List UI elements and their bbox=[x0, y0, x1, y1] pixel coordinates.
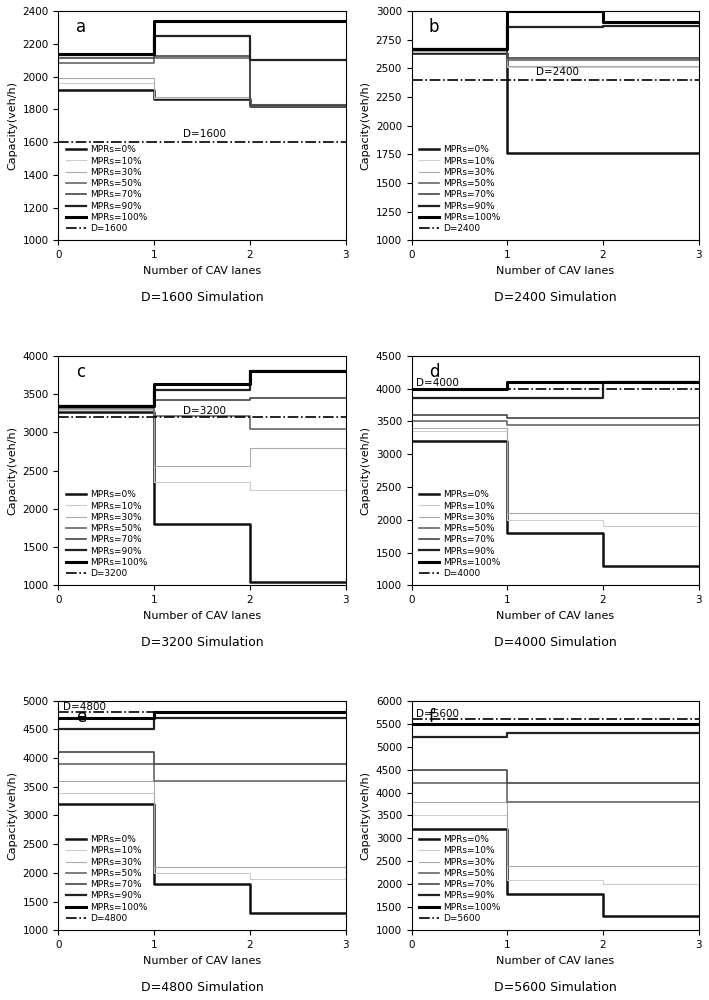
Text: c: c bbox=[76, 363, 85, 381]
X-axis label: Number of CAV lanes: Number of CAV lanes bbox=[143, 611, 261, 621]
Text: D=1600 Simulation: D=1600 Simulation bbox=[140, 291, 263, 304]
Text: e: e bbox=[76, 708, 86, 726]
Y-axis label: Capacity(veh/h): Capacity(veh/h) bbox=[7, 771, 17, 860]
Text: D=3200: D=3200 bbox=[183, 406, 226, 416]
Y-axis label: Capacity(veh/h): Capacity(veh/h) bbox=[360, 771, 370, 860]
Text: a: a bbox=[76, 18, 86, 36]
Text: D=4000: D=4000 bbox=[416, 378, 459, 388]
Text: f: f bbox=[429, 708, 435, 726]
Text: D=3200 Simulation: D=3200 Simulation bbox=[140, 636, 263, 649]
Text: D=4000 Simulation: D=4000 Simulation bbox=[494, 636, 617, 649]
X-axis label: Number of CAV lanes: Number of CAV lanes bbox=[496, 956, 614, 966]
Legend: MPRs=0%, MPRs=10%, MPRs=30%, MPRs=50%, MPRs=70%, MPRs=90%, MPRs=100%, D=4000: MPRs=0%, MPRs=10%, MPRs=30%, MPRs=50%, M… bbox=[416, 488, 503, 581]
Text: D=2400 Simulation: D=2400 Simulation bbox=[494, 291, 617, 304]
Text: d: d bbox=[429, 363, 440, 381]
X-axis label: Number of CAV lanes: Number of CAV lanes bbox=[143, 266, 261, 276]
Text: b: b bbox=[429, 18, 440, 36]
Text: D=4800 Simulation: D=4800 Simulation bbox=[140, 981, 264, 994]
Text: D=5600 Simulation: D=5600 Simulation bbox=[494, 981, 617, 994]
X-axis label: Number of CAV lanes: Number of CAV lanes bbox=[496, 611, 614, 621]
Legend: MPRs=0%, MPRs=10%, MPRs=30%, MPRs=50%, MPRs=70%, MPRs=90%, MPRs=100%, D=1600: MPRs=0%, MPRs=10%, MPRs=30%, MPRs=50%, M… bbox=[63, 143, 150, 236]
Legend: MPRs=0%, MPRs=10%, MPRs=30%, MPRs=50%, MPRs=70%, MPRs=90%, MPRs=100%, D=2400: MPRs=0%, MPRs=10%, MPRs=30%, MPRs=50%, M… bbox=[416, 143, 503, 236]
Text: D=5600: D=5600 bbox=[416, 709, 459, 719]
Legend: MPRs=0%, MPRs=10%, MPRs=30%, MPRs=50%, MPRs=70%, MPRs=90%, MPRs=100%, D=4800: MPRs=0%, MPRs=10%, MPRs=30%, MPRs=50%, M… bbox=[63, 833, 150, 926]
X-axis label: Number of CAV lanes: Number of CAV lanes bbox=[143, 956, 261, 966]
Legend: MPRs=0%, MPRs=10%, MPRs=30%, MPRs=50%, MPRs=70%, MPRs=90%, MPRs=100%, D=5600: MPRs=0%, MPRs=10%, MPRs=30%, MPRs=50%, M… bbox=[416, 833, 503, 926]
Legend: MPRs=0%, MPRs=10%, MPRs=30%, MPRs=50%, MPRs=70%, MPRs=90%, MPRs=100%, D=3200: MPRs=0%, MPRs=10%, MPRs=30%, MPRs=50%, M… bbox=[63, 488, 150, 581]
Y-axis label: Capacity(veh/h): Capacity(veh/h) bbox=[360, 426, 370, 515]
Y-axis label: Capacity(veh/h): Capacity(veh/h) bbox=[360, 81, 370, 170]
X-axis label: Number of CAV lanes: Number of CAV lanes bbox=[496, 266, 614, 276]
Text: D=1600: D=1600 bbox=[183, 129, 226, 139]
Text: D=2400: D=2400 bbox=[536, 67, 579, 77]
Y-axis label: Capacity(veh/h): Capacity(veh/h) bbox=[7, 426, 17, 515]
Text: D=4800: D=4800 bbox=[63, 702, 106, 712]
Y-axis label: Capacity(veh/h): Capacity(veh/h) bbox=[7, 81, 17, 170]
